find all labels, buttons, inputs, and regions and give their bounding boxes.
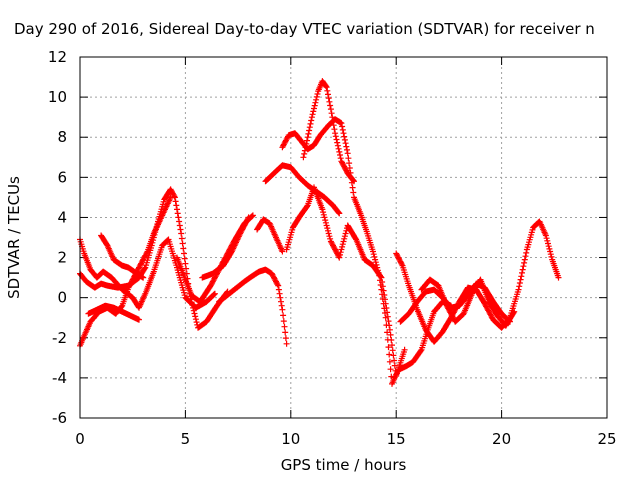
y-axis-ticks: -6 -4 -2 0 2 4 6 8 10 12 xyxy=(48,48,607,427)
series-track-m xyxy=(283,184,408,379)
series-track-p xyxy=(418,276,518,329)
data-point-markers xyxy=(85,302,142,323)
y-tick-label: -6 xyxy=(52,409,67,427)
y-tick-label: 12 xyxy=(48,48,67,66)
x-tick-label: 5 xyxy=(181,430,191,448)
data-point-markers xyxy=(262,162,343,217)
y-tick-label: 10 xyxy=(48,88,67,106)
x-tick-label: 0 xyxy=(75,430,85,448)
series-track-d xyxy=(85,302,142,323)
series-track-k xyxy=(279,116,454,387)
series-track-i xyxy=(254,216,286,255)
data-point-markers xyxy=(199,214,252,281)
y-tick-label: -4 xyxy=(52,369,67,387)
x-tick-label: 20 xyxy=(492,430,511,448)
data-point-markers xyxy=(98,232,147,281)
plot-frame xyxy=(79,56,608,419)
y-tick-label: 6 xyxy=(57,168,67,186)
x-axis-label: GPS time / hours xyxy=(281,456,407,474)
grid-lines xyxy=(80,57,607,418)
data-point-markers xyxy=(254,216,286,255)
y-tick-label: 8 xyxy=(57,128,67,146)
data-point-markers xyxy=(216,266,290,347)
series-track-g xyxy=(199,214,252,281)
y-axis-label: SDTVAR / TECUs xyxy=(5,176,23,299)
data-point-markers xyxy=(418,276,518,329)
y-tick-label: 0 xyxy=(57,289,67,307)
y-tick-label: -2 xyxy=(52,329,67,347)
data-point-markers xyxy=(283,184,408,379)
series-track-l xyxy=(300,78,357,185)
data-point-markers xyxy=(300,78,357,185)
x-tick-label: 25 xyxy=(597,430,616,448)
series-track-h xyxy=(216,266,290,347)
data-point-markers xyxy=(279,116,454,387)
series-track-e xyxy=(98,232,147,281)
x-tick-label: 15 xyxy=(387,430,406,448)
y-tick-label: 4 xyxy=(57,208,67,226)
series-track-j xyxy=(262,162,343,217)
data-points xyxy=(77,78,562,387)
x-axis-ticks: 0 5 10 15 20 25 xyxy=(75,57,617,448)
y-tick-label: 2 xyxy=(57,249,67,267)
x-tick-label: 10 xyxy=(281,430,300,448)
chart-title: Day 290 of 2016, Sidereal Day-to-day VTE… xyxy=(14,20,595,38)
